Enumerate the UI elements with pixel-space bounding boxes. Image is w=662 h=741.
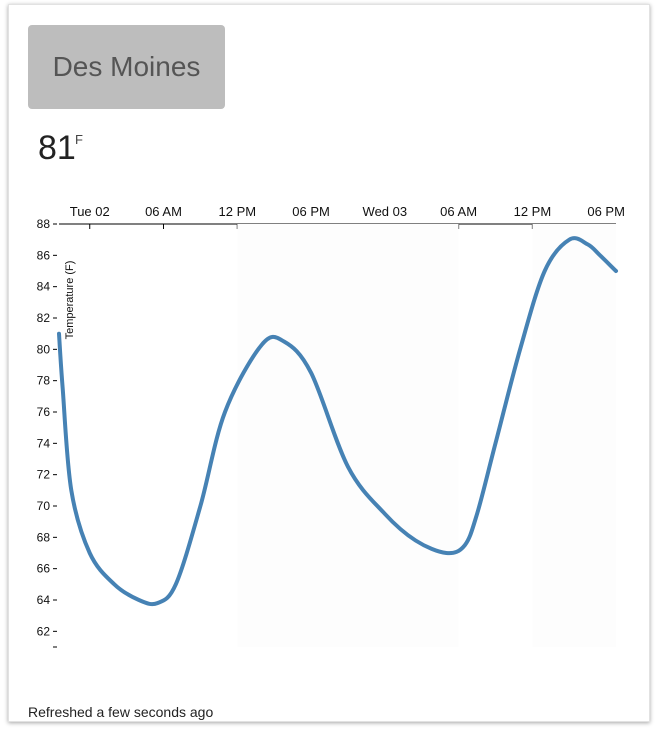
x-tick-label: Tue 02 [70, 204, 110, 219]
weather-card: Des Moines 81 F Tue 02 06 AM 12 PM 06 PM Wed… [8, 4, 650, 722]
y-tick-label: 86 [37, 248, 51, 262]
y-tick-label: 82 [37, 311, 51, 325]
y-tick-label: 78 [37, 374, 51, 388]
temperature-series-line [57, 236, 618, 607]
x-tick-label: 06 PM [587, 204, 625, 219]
city-button[interactable]: Des Moines [28, 25, 225, 109]
x-tick-label: 12 PM [219, 204, 257, 219]
y-tick-label: 66 [37, 562, 51, 576]
x-tick-label: 06 PM [292, 204, 330, 219]
x-tick-label: 06 AM [440, 204, 477, 219]
background-band [532, 224, 616, 647]
x-tick-label: Wed 03 [363, 204, 408, 219]
series-group [57, 224, 618, 647]
x-tick-label: 06 AM [145, 204, 182, 219]
refreshed-status: Refreshed a few seconds ago [28, 704, 214, 720]
x-tick-label: 12 PM [514, 204, 552, 219]
y-tick-label: 64 [37, 593, 51, 607]
y-tick-label: 88 [37, 217, 51, 231]
y-tick-label: 62 [37, 624, 51, 638]
y-tick-label: 74 [37, 436, 51, 450]
y-tick-label: 80 [37, 342, 51, 356]
y-tick-label: 76 [37, 405, 51, 419]
current-temperature: 81 [38, 129, 76, 167]
x-axis: Tue 02 06 AM 12 PM 06 PM Wed 03 06 AM 12 PM 06 … [59, 204, 625, 229]
background-band [237, 224, 459, 647]
y-tick-label: 84 [37, 280, 51, 294]
temperature-chart: Tue 02 06 AM 12 PM 06 PM Wed 03 06 AM 12 PM 06 … [37, 204, 625, 648]
temperature-unit: F [75, 132, 83, 147]
y-axis-label: Temperature (F) [64, 261, 76, 340]
y-tick-label: 72 [37, 468, 51, 482]
y-axis: 62 64 66 68 70 72 74 76 78 80 82 84 86 88 [37, 217, 57, 648]
y-tick-label: 68 [37, 530, 51, 544]
y-tick-label: 70 [37, 499, 51, 513]
